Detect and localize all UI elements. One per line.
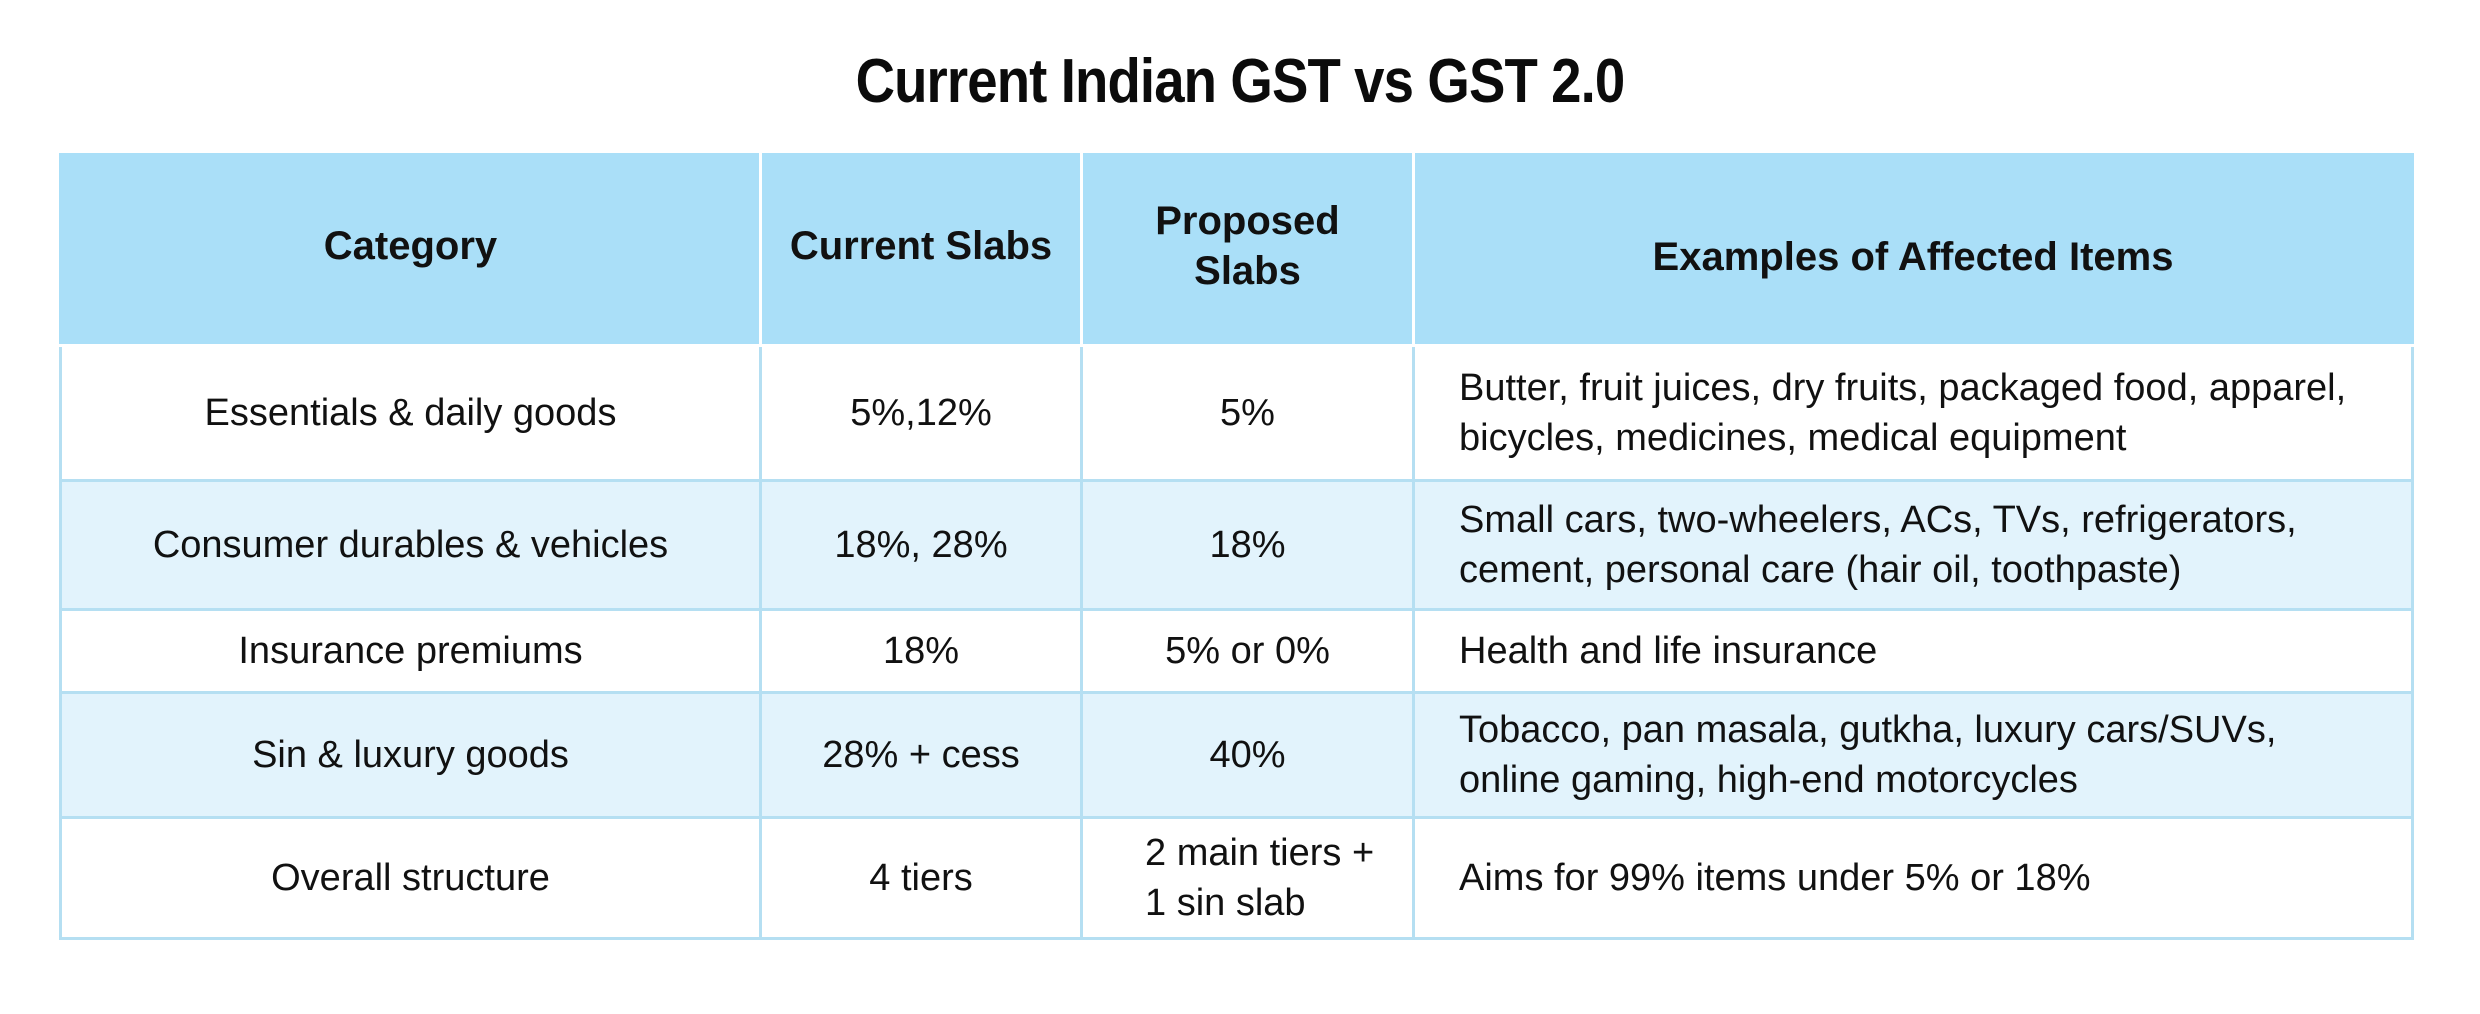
category-cell: Overall structure: [59, 816, 762, 940]
current-slabs-cell: 5%,12%: [759, 344, 1083, 482]
proposed-slabs-cell: 2 main tiers + 1 sin slab: [1080, 816, 1415, 940]
current-slabs-cell: 4 tiers: [759, 816, 1083, 940]
examples-line: cement, personal care (hair oil, toothpa…: [1459, 549, 2182, 591]
current-slabs-cell: 28% + cess: [759, 691, 1083, 819]
proposed-line: 2 main tiers +: [1145, 832, 1375, 874]
examples-line: Tobacco, pan masala, gutkha, luxury cars…: [1459, 709, 2277, 751]
examples-line: Aims for 99% items under 5% or 18%: [1459, 857, 2091, 899]
category-cell: Insurance premiums: [59, 608, 762, 694]
category-cell: Sin & luxury goods: [59, 691, 762, 819]
table-row: Sin & luxury goods 28% + cess 40% Tobacc…: [59, 691, 2414, 819]
header-examples: Examples of Affected Items: [1412, 153, 2414, 347]
proposed-line: 1 sin slab: [1145, 882, 1306, 924]
examples-line: online gaming, high-end motorcycles: [1459, 759, 2078, 801]
examples-cell: Health and life insurance: [1412, 608, 2414, 694]
table-row: Essentials & daily goods 5%,12% 5% Butte…: [59, 344, 2414, 482]
table-row: Insurance premiums 18% 5% or 0% Health a…: [59, 608, 2414, 694]
examples-cell: Tobacco, pan masala, gutkha, luxury cars…: [1412, 691, 2414, 819]
proposed-slabs-cell: 5% or 0%: [1080, 608, 1415, 694]
examples-line: Health and life insurance: [1459, 630, 1878, 672]
examples-line: Butter, fruit juices, dry fruits, packag…: [1459, 367, 2347, 409]
current-slabs-cell: 18%: [759, 608, 1083, 694]
table-row: Overall structure 4 tiers 2 main tiers +…: [59, 816, 2414, 940]
proposed-slabs-cell: 5%: [1080, 344, 1415, 482]
examples-line: Small cars, two-wheelers, ACs, TVs, refr…: [1459, 499, 2297, 541]
table-row: Consumer durables & vehicles 18%, 28% 18…: [59, 479, 2414, 611]
header-category: Category: [59, 153, 762, 347]
examples-cell: Aims for 99% items under 5% or 18%: [1412, 816, 2414, 940]
header-proposed-slabs: Proposed Slabs: [1080, 153, 1415, 347]
examples-cell: Butter, fruit juices, dry fruits, packag…: [1412, 344, 2414, 482]
table-header-row: Category Current Slabs Proposed Slabs Ex…: [59, 153, 2414, 347]
examples-cell: Small cars, two-wheelers, ACs, TVs, refr…: [1412, 479, 2414, 611]
proposed-slabs-cell: 40%: [1080, 691, 1415, 819]
category-cell: Essentials & daily goods: [59, 344, 762, 482]
category-cell: Consumer durables & vehicles: [59, 479, 762, 611]
header-current-slabs: Current Slabs: [759, 153, 1083, 347]
current-slabs-cell: 18%, 28%: [759, 479, 1083, 611]
proposed-slabs-cell: 18%: [1080, 479, 1415, 611]
page-title: Current Indian GST vs GST 2.0: [855, 47, 1626, 116]
examples-line: bicycles, medicines, medical equipment: [1459, 417, 2127, 459]
gst-comparison-table: Category Current Slabs Proposed Slabs Ex…: [59, 153, 2414, 940]
